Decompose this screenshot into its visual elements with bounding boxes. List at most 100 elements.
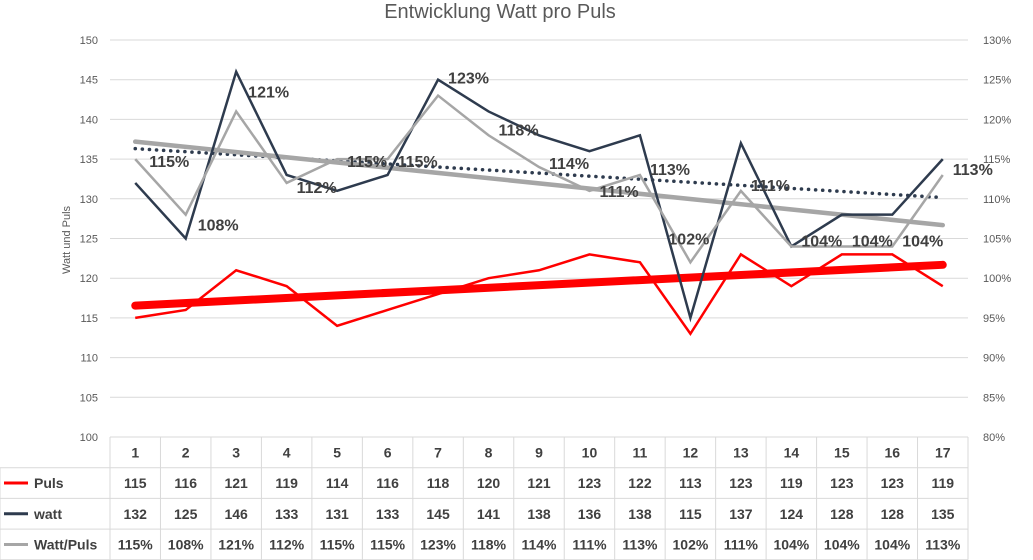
table-cell: 138 [527, 506, 551, 522]
table-cell: 113 [679, 475, 702, 491]
table-cell: 146 [224, 506, 248, 522]
table-cell: 115 [679, 506, 702, 522]
y2-tick-label: 90% [983, 353, 1005, 365]
table-cell: 123 [729, 475, 753, 491]
y2-tick-label: 100% [983, 273, 1011, 285]
table-cell: 121 [527, 475, 551, 491]
table-cell: 123% [420, 536, 456, 552]
table-cell: 128 [830, 506, 854, 522]
table-cell: 128 [881, 506, 905, 522]
y-axis-ticks: 100 105 110 115 120 125 130 135 140 145 150 [80, 35, 98, 444]
data-label: 111% [599, 184, 638, 201]
chart-title: Entwicklung Watt pro Puls [384, 1, 616, 23]
gridlines [110, 39, 968, 398]
data-label: 115% [347, 154, 387, 171]
data-label: 113% [953, 162, 993, 179]
y-tick-label: 140 [80, 114, 98, 126]
table-cell: 137 [729, 506, 753, 522]
data-label: 114% [549, 156, 589, 173]
y2-axis-ticks: 80% 85% 90% 95% 100% 105% 110% 115% 120% 125% 130% [983, 35, 1011, 444]
y2-tick-label: 115% [983, 154, 1011, 166]
x-tick-label: 14 [784, 444, 800, 460]
x-tick-label: 2 [182, 444, 190, 460]
series-line-puls [135, 252, 944, 337]
table-cell: 104% [874, 536, 910, 552]
data-label: 108% [198, 218, 239, 235]
table-cell: 121 [224, 475, 248, 491]
table-cell: 125 [174, 506, 198, 522]
data-label: 102% [668, 231, 709, 248]
data-label: 111% [751, 178, 790, 195]
table-cell: 104% [773, 536, 809, 552]
y2-tick-label: 110% [983, 194, 1011, 206]
x-tick-label: 10 [582, 444, 598, 460]
table-cell: 118% [471, 536, 507, 552]
table-cell: 135 [931, 506, 955, 522]
series-line-watt [134, 68, 944, 323]
table-cell: 123 [881, 475, 905, 491]
x-tick-label: 12 [683, 444, 699, 460]
trendline-puls [131, 260, 947, 310]
table-cell: 115% [320, 536, 356, 552]
x-tick-label: 13 [733, 444, 749, 460]
data-label: 115% [149, 154, 189, 171]
y-tick-label: 130 [80, 194, 98, 206]
table-cell: 122 [628, 475, 652, 491]
y-tick-label: 120 [80, 273, 98, 285]
y2-tick-label: 105% [983, 234, 1011, 246]
data-label: 115% [398, 154, 438, 171]
data-label: 118% [499, 122, 539, 139]
x-tick-label: 9 [535, 444, 543, 460]
y2-tick-label: 130% [983, 35, 1011, 47]
table-cell: 114% [521, 536, 557, 552]
x-tick-label: 5 [333, 444, 341, 460]
y-tick-label: 135 [80, 154, 98, 166]
table-cell: 115% [370, 536, 406, 552]
table-cell: 108% [168, 536, 204, 552]
y-tick-label: 115 [80, 313, 98, 325]
x-tick-label: 1 [131, 444, 139, 460]
table-cell: 102% [673, 536, 709, 552]
legend-entry: Puls [34, 475, 64, 491]
y2-tick-label: 95% [983, 313, 1005, 325]
x-tick-label: 16 [885, 444, 901, 460]
data-label: 123% [448, 71, 489, 88]
x-tick-label: 4 [283, 444, 291, 460]
y-tick-label: 105 [80, 392, 98, 404]
table-cell: 123 [830, 475, 854, 491]
table-cell: 104% [824, 536, 860, 552]
data-labels: 115% 108% 121% 112% 115% 115% 123% 118% 114% 111%… [149, 71, 993, 251]
table-cell: 123 [578, 475, 602, 491]
x-tick-label: 17 [935, 444, 951, 460]
trendlines [131, 139, 947, 310]
legend-entry: Watt/Puls [34, 536, 97, 552]
data-label: 112% [297, 180, 337, 197]
table-cell: 133 [376, 506, 400, 522]
x-tick-label: 7 [434, 444, 442, 460]
table-cell: 118 [427, 475, 450, 491]
table-cell: 132 [124, 506, 148, 522]
y-tick-label: 145 [80, 75, 98, 87]
table-cell: 113% [622, 536, 658, 552]
y2-tick-label: 125% [983, 75, 1011, 87]
table-cell: 133 [275, 506, 299, 522]
data-label: 104% [852, 233, 893, 250]
table-cell: 116 [376, 475, 399, 491]
y2-tick-label: 85% [983, 392, 1005, 404]
table-cell: 112% [269, 536, 305, 552]
table-cell: 116 [174, 475, 197, 491]
table-cell: 111% [572, 536, 607, 552]
table-cell: 119 [780, 475, 803, 491]
data-label: 104% [902, 233, 943, 250]
y-axis-label: Watt und Puls [61, 205, 73, 274]
table-cell: 115% [118, 536, 154, 552]
table-cell: 145 [426, 506, 450, 522]
x-tick-label: 3 [232, 444, 240, 460]
table-cell: 113% [925, 536, 961, 552]
table-cell: 119 [931, 475, 954, 491]
table-cell: 114 [326, 475, 349, 491]
y-tick-label: 125 [80, 234, 98, 246]
data-label: 121% [248, 84, 289, 101]
legend-entry: watt [33, 506, 62, 522]
